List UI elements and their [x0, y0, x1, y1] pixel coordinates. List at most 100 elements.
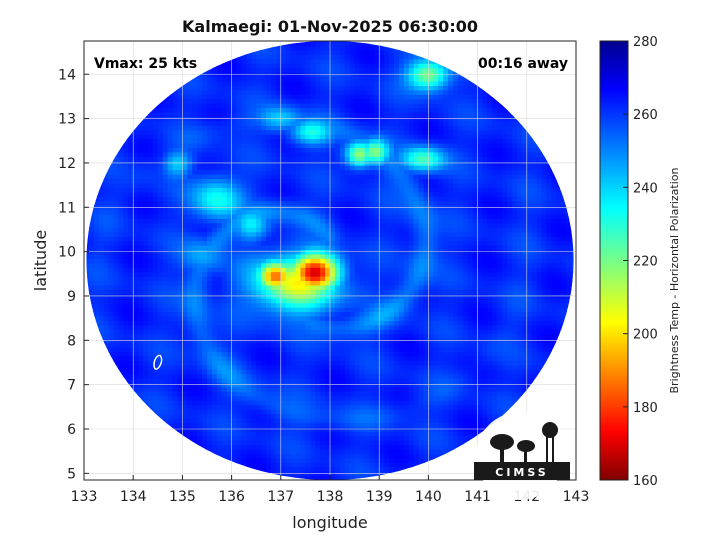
- heatmap-cell: [207, 89, 213, 95]
- heatmap-cell: [182, 386, 188, 392]
- heatmap-cell: [334, 45, 341, 51]
- heatmap-cell: [246, 457, 252, 463]
- heatmap-cell: [113, 174, 120, 180]
- heatmap-cell: [339, 307, 346, 313]
- heatmap-cell: [216, 320, 223, 326]
- heatmap-cell: [364, 315, 370, 321]
- heatmap-cell: [374, 320, 380, 326]
- heatmap-cell: [344, 231, 351, 237]
- heatmap-cell: [251, 258, 257, 264]
- heatmap-cell: [108, 253, 115, 259]
- heatmap-cell: [221, 271, 228, 277]
- heatmap-cell: [349, 103, 356, 109]
- heatmap-cell: [359, 315, 366, 321]
- heatmap-cell: [374, 311, 380, 317]
- heatmap-cell: [290, 364, 297, 370]
- heatmap-cell: [256, 134, 262, 140]
- heatmap-cell: [113, 320, 120, 326]
- heatmap-cell: [310, 320, 316, 326]
- heatmap-cell: [305, 45, 311, 51]
- heatmap-cell: [251, 289, 257, 295]
- heatmap-cell: [231, 165, 238, 171]
- heatmap-cell: [211, 169, 218, 175]
- heatmap-cell: [325, 351, 331, 357]
- heatmap-cell: [339, 298, 346, 304]
- heatmap-cell: [290, 111, 297, 117]
- heatmap-cell: [236, 160, 243, 166]
- heatmap-cell: [310, 404, 316, 410]
- heatmap-cell: [364, 448, 370, 454]
- heatmap-cell: [236, 289, 243, 295]
- heatmap-cell: [280, 151, 287, 157]
- heatmap-cell: [202, 444, 208, 450]
- heatmap-cell: [359, 307, 366, 313]
- heatmap-cell: [266, 457, 272, 463]
- heatmap-cell: [103, 258, 110, 264]
- heatmap-cell: [172, 227, 179, 233]
- heatmap-cell: [290, 240, 297, 246]
- heatmap-cell: [226, 262, 233, 268]
- heatmap-cell: [216, 222, 223, 228]
- heatmap-cell: [216, 298, 223, 304]
- heatmap-cell: [261, 125, 267, 131]
- heatmap-cell: [354, 355, 361, 361]
- heatmap-cell: [207, 417, 213, 423]
- heatmap-cell: [133, 311, 139, 317]
- heatmap-cell: [216, 315, 223, 321]
- heatmap-cell: [320, 142, 326, 149]
- heatmap-cell: [192, 236, 198, 242]
- heatmap-cell: [167, 227, 174, 233]
- heatmap-cell: [152, 409, 159, 415]
- heatmap-cell: [305, 160, 311, 166]
- heatmap-cell: [202, 244, 208, 251]
- heatmap-cell: [128, 160, 134, 166]
- heatmap-cell: [103, 267, 110, 273]
- heatmap-cell: [98, 262, 105, 268]
- heatmap-cell: [202, 160, 208, 166]
- heatmap-cell: [192, 280, 198, 286]
- heatmap-cell: [359, 103, 366, 109]
- heatmap-cell: [221, 85, 228, 91]
- heatmap-cell: [202, 262, 208, 268]
- heatmap-cell: [330, 236, 336, 242]
- heatmap-cell: [152, 258, 159, 264]
- heatmap-cell: [364, 320, 370, 326]
- heatmap-cell: [315, 58, 321, 64]
- heatmap-cell: [334, 417, 341, 423]
- heatmap-cell: [275, 324, 282, 330]
- heatmap-cell: [113, 244, 120, 251]
- heatmap-cell: [354, 209, 361, 215]
- heatmap-cell: [290, 378, 297, 384]
- heatmap-cell: [221, 134, 228, 140]
- heatmap-cell: [177, 244, 183, 251]
- heatmap-cell: [354, 346, 361, 352]
- heatmap-cell: [192, 395, 198, 401]
- heatmap-cell: [108, 209, 115, 215]
- heatmap-cell: [364, 213, 370, 219]
- heatmap-cell: [108, 320, 115, 326]
- heatmap-cell: [330, 142, 336, 149]
- heatmap-cell: [241, 351, 247, 357]
- heatmap-cell: [364, 378, 370, 384]
- heatmap-cell: [143, 307, 149, 313]
- heatmap-cell: [251, 329, 257, 335]
- heatmap-cell: [211, 276, 218, 282]
- heatmap-cell: [113, 276, 120, 282]
- heatmap-cell: [374, 364, 380, 370]
- heatmap-cell: [344, 293, 351, 299]
- heatmap-cell: [310, 369, 316, 375]
- heatmap-cell: [256, 213, 262, 219]
- heatmap-cell: [147, 302, 154, 308]
- heatmap-cell: [295, 107, 302, 113]
- heatmap-cell: [369, 98, 375, 104]
- heatmap-cell: [133, 293, 139, 299]
- heatmap-cell: [133, 174, 139, 180]
- heatmap-cell: [285, 58, 292, 64]
- heatmap-cell: [226, 182, 233, 188]
- heatmap-cell: [226, 76, 233, 82]
- heatmap-cell: [98, 196, 105, 202]
- heatmap-cell: [330, 409, 336, 415]
- heatmap-cell: [236, 111, 243, 117]
- heatmap-cell: [152, 391, 159, 397]
- heatmap-cell: [275, 431, 282, 437]
